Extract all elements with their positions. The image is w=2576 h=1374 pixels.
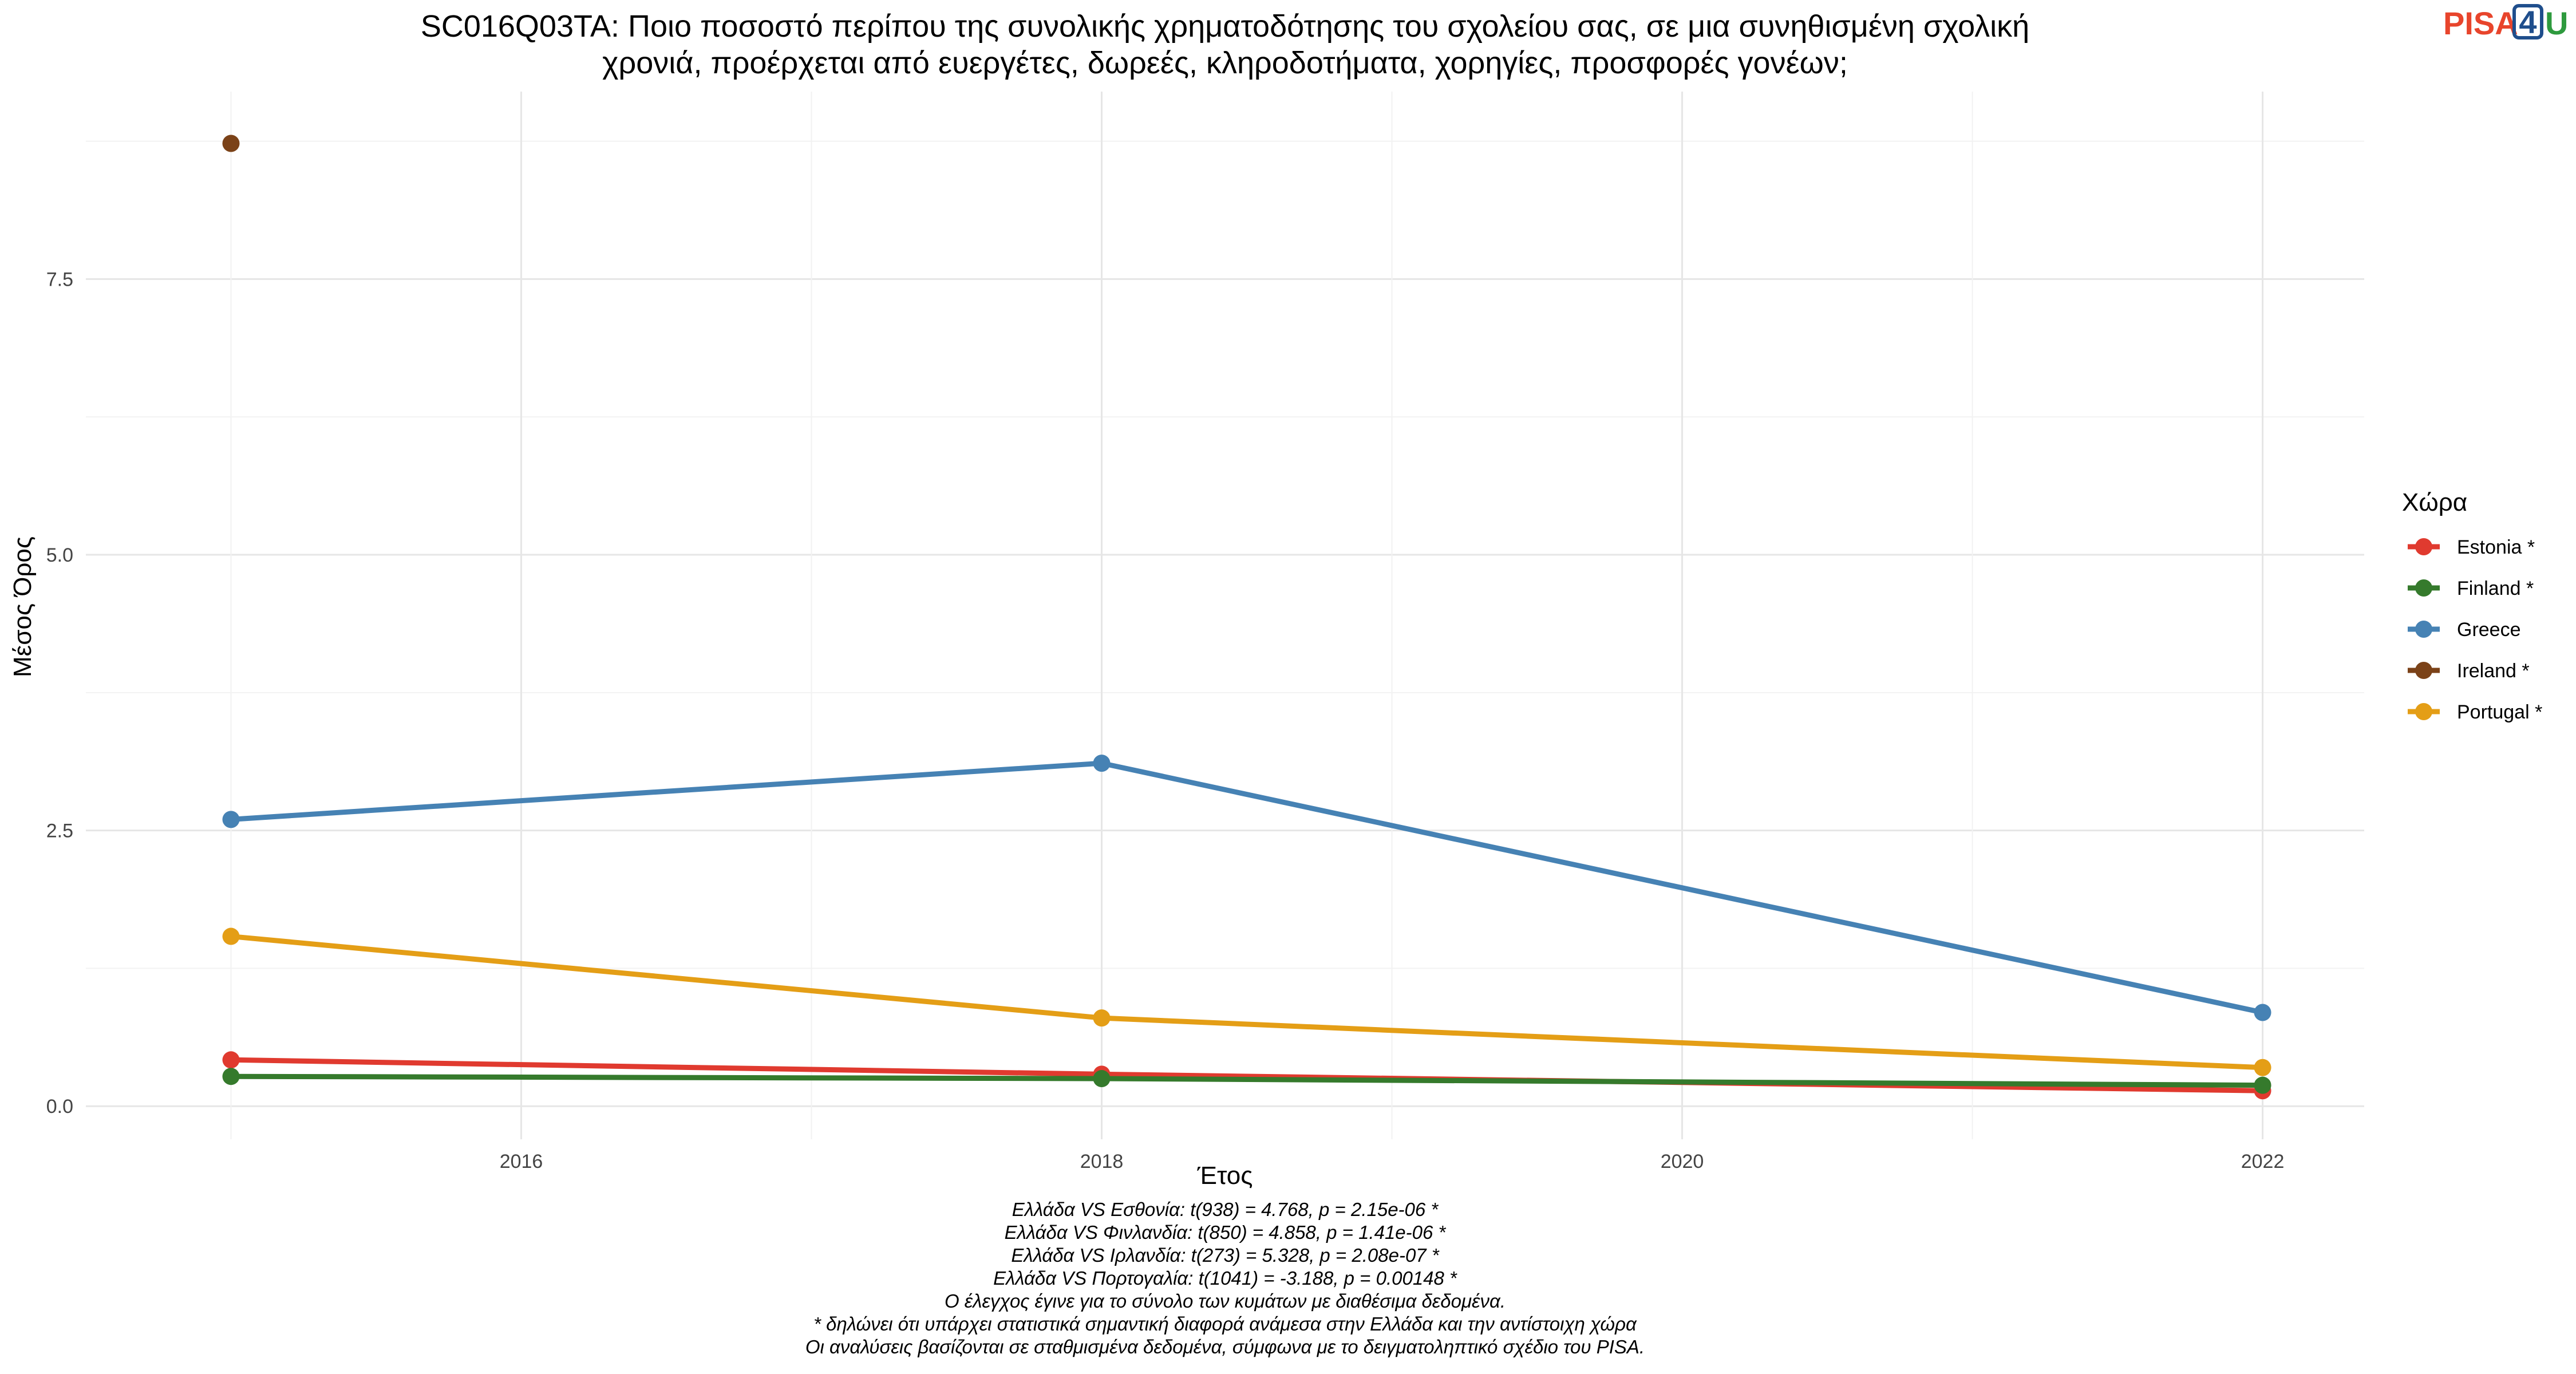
legend-item-greece: Greece [2408, 619, 2521, 641]
data-point-portugal [222, 927, 240, 945]
y-axis-ticks: 0.0 2.5 5.0 7.5 [46, 269, 73, 1118]
data-point-greece [1093, 755, 1111, 772]
legend-label: Greece [2457, 619, 2521, 641]
x-axis-title: Έτος [1197, 1162, 1253, 1190]
legend-label: Estonia * [2457, 536, 2535, 558]
legend-key-point [2415, 703, 2432, 720]
caption-line: Ελλάδα VS Ιρλανδία: t(273) = 5.328, p = … [1011, 1245, 1439, 1266]
data-point-estonia [222, 1051, 240, 1069]
legend-key-point [2415, 621, 2432, 638]
chart-title: SC016Q03TA: Ποιο ποσοστό περίπου της συν… [421, 9, 2029, 80]
series-line-finland [231, 1073, 2263, 1088]
x-tick-label: 2018 [1080, 1151, 1124, 1172]
legend-key-point [2415, 579, 2432, 597]
legend-key-point [2415, 662, 2432, 679]
data-point-finland [1093, 1070, 1111, 1088]
x-axis-ticks: 2016 2018 2020 2022 [500, 1151, 2285, 1172]
data-point-ireland [222, 135, 240, 152]
caption-line: Ελλάδα VS Φινλανδία: t(850) = 4.858, p =… [1005, 1222, 1447, 1243]
y-tick-label: 7.5 [46, 269, 73, 290]
plot-grid [86, 92, 2364, 1139]
data-point-portugal [2254, 1059, 2271, 1076]
x-tick-label: 2020 [1661, 1151, 1704, 1172]
data-point-greece [2254, 1004, 2271, 1021]
legend-label: Ireland * [2457, 660, 2530, 682]
y-axis-title: Μέσος Όρος [9, 536, 37, 677]
caption-line: Ελλάδα VS Πορτογαλία: t(1041) = -3.188, … [993, 1268, 1457, 1289]
caption-line: Ο έλεγχος έγινε για το σύνολο των κυμάτω… [945, 1290, 1506, 1312]
y-tick-label: 5.0 [46, 544, 73, 566]
logo-text-pisa: PISA [2443, 5, 2518, 41]
legend-label: Finland * [2457, 578, 2534, 599]
caption-line: Ελλάδα VS Εσθονία: t(938) = 4.768, p = 2… [1012, 1199, 1439, 1220]
series-lines [231, 760, 2263, 1093]
legend: Χώρα Estonia * Finland * Greece Ireland * Po… [2402, 488, 2542, 723]
legend-item-portugal: Portugal * [2408, 701, 2542, 723]
data-point-greece [222, 811, 240, 828]
logo-box [2512, 4, 2543, 40]
legend-key-point [2415, 538, 2432, 555]
data-point-finland [2254, 1076, 2271, 1094]
x-tick-label: 2022 [2241, 1151, 2285, 1172]
legend-item-estonia: Estonia * [2408, 536, 2535, 558]
series-line-greece [231, 760, 2263, 1015]
pisa4u-logo: PISA 4 U [2443, 4, 2568, 41]
series-points [222, 135, 2271, 1100]
y-tick-label: 2.5 [46, 820, 73, 842]
data-point-finland [222, 1068, 240, 1085]
legend-title: Χώρα [2402, 488, 2467, 516]
logo-text-4: 4 [2519, 4, 2537, 40]
legend-label: Portugal * [2457, 701, 2542, 723]
legend-item-finland: Finland * [2408, 578, 2534, 599]
data-point-portugal [1093, 1009, 1111, 1027]
caption: Ελλάδα VS Εσθονία: t(938) = 4.768, p = 2… [805, 1199, 1645, 1357]
y-tick-label: 0.0 [46, 1096, 73, 1118]
chart-title-line-2: χρονιά, προέρχεται από ευεργέτες, δωρεές… [602, 46, 1848, 80]
chart-title-line-1: SC016Q03TA: Ποιο ποσοστό περίπου της συν… [421, 9, 2029, 44]
caption-line: * δηλώνει ότι υπάρχει στατιστικά σημαντι… [813, 1313, 1637, 1334]
x-tick-label: 2016 [500, 1151, 543, 1172]
series-line-portugal [231, 934, 2263, 1071]
legend-item-ireland: Ireland * [2408, 660, 2530, 682]
logo-text-u: U [2545, 5, 2568, 41]
caption-line: Οι αναλύσεις βασίζονται σε σταθμισμένα δ… [805, 1336, 1645, 1357]
